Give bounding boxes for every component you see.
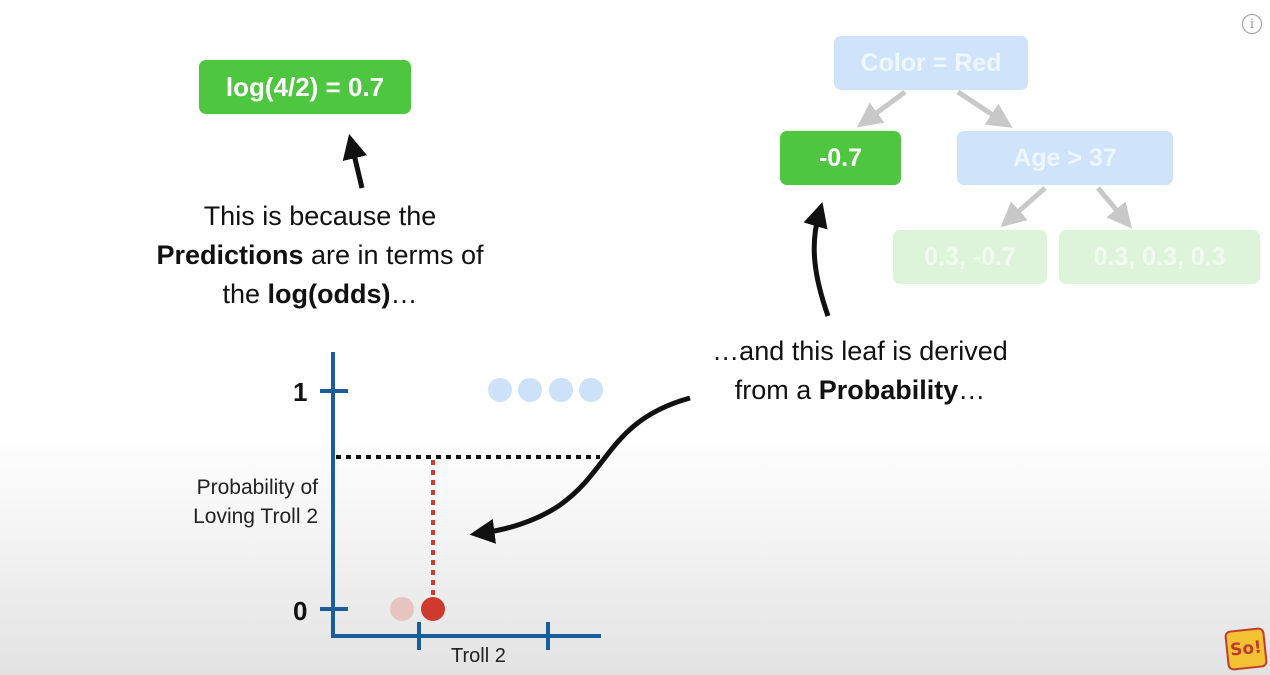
y-axis-label-line1: Probability of bbox=[196, 476, 318, 499]
tree-root-node: Color = Red bbox=[834, 36, 1028, 90]
tree-arrow-root-right bbox=[956, 89, 1013, 128]
tree-leaf-a-label: 0.3, -0.7 bbox=[924, 242, 1016, 271]
point-y0-faded bbox=[390, 597, 414, 621]
point-y1-d bbox=[579, 378, 603, 402]
point-y1-a bbox=[488, 378, 512, 402]
caption-right-line2: from a Probability… bbox=[660, 371, 1060, 410]
caption-log-odds: This is because the Predictions are in t… bbox=[120, 197, 520, 314]
caption-left-line2-rest: are in terms of bbox=[303, 240, 484, 270]
log-odds-formula-box: log(4/2) = 0.7 bbox=[199, 60, 411, 114]
tree-leaf-a: 0.3, -0.7 bbox=[893, 230, 1047, 284]
info-icon[interactable]: i bbox=[1242, 14, 1262, 34]
caption-left-log-odds: log(odds) bbox=[267, 279, 391, 309]
caption-left-line3-pre: the bbox=[222, 279, 268, 309]
caption-left-line3-post: … bbox=[390, 279, 418, 309]
y-tick-label-0: 0 bbox=[293, 596, 308, 626]
channel-logo-icon: So! bbox=[1224, 627, 1268, 671]
caption-left-line2: Predictions are in terms of bbox=[120, 236, 520, 275]
arrow-to-plot bbox=[469, 395, 691, 544]
tree-arrow-age-left bbox=[1000, 186, 1047, 228]
log-odds-formula-text: log(4/2) = 0.7 bbox=[225, 71, 385, 102]
caption-probability: …and this leaf is derived from a Probabi… bbox=[660, 332, 1060, 410]
point-y1-b bbox=[518, 378, 542, 402]
caption-right-probability: Probability bbox=[818, 375, 959, 405]
arrow-to-formula bbox=[342, 133, 368, 189]
arrow-to-leaf bbox=[803, 201, 831, 317]
tree-left-leaf-label: -0.7 bbox=[818, 143, 863, 172]
tree-arrow-root-left bbox=[856, 89, 907, 128]
y-axis-label-line2: Loving Troll 2 bbox=[193, 505, 318, 528]
y-tick-label-1: 1 bbox=[293, 377, 308, 407]
tree-leaf-b-label: 0.3, 0.3, 0.3 bbox=[1093, 242, 1226, 271]
caption-left-line3: the log(odds)… bbox=[120, 275, 520, 314]
caption-right-line2-post: … bbox=[958, 375, 986, 405]
tree-age-label: Age > 37 bbox=[1013, 143, 1117, 172]
caption-right-line1: …and this leaf is derived bbox=[712, 336, 1008, 366]
tree-root-label: Color = Red bbox=[860, 48, 1002, 77]
tree-age-node: Age > 37 bbox=[957, 131, 1173, 185]
tree-left-leaf: -0.7 bbox=[780, 131, 901, 185]
y-axis-label: Probability of Loving Troll 2 bbox=[160, 473, 318, 531]
caption-left-predictions: Predictions bbox=[156, 240, 304, 270]
point-y1-c bbox=[549, 378, 573, 402]
channel-logo-text: So! bbox=[1229, 637, 1263, 661]
x-axis-label: Troll 2 bbox=[451, 645, 506, 667]
caption-left-line1: This is because the bbox=[203, 201, 437, 231]
point-y0-highlighted bbox=[421, 597, 445, 621]
tree-arrow-age-right bbox=[1096, 186, 1133, 229]
tree-leaf-b: 0.3, 0.3, 0.3 bbox=[1059, 230, 1260, 284]
caption-right-line2-pre: from a bbox=[734, 375, 819, 405]
